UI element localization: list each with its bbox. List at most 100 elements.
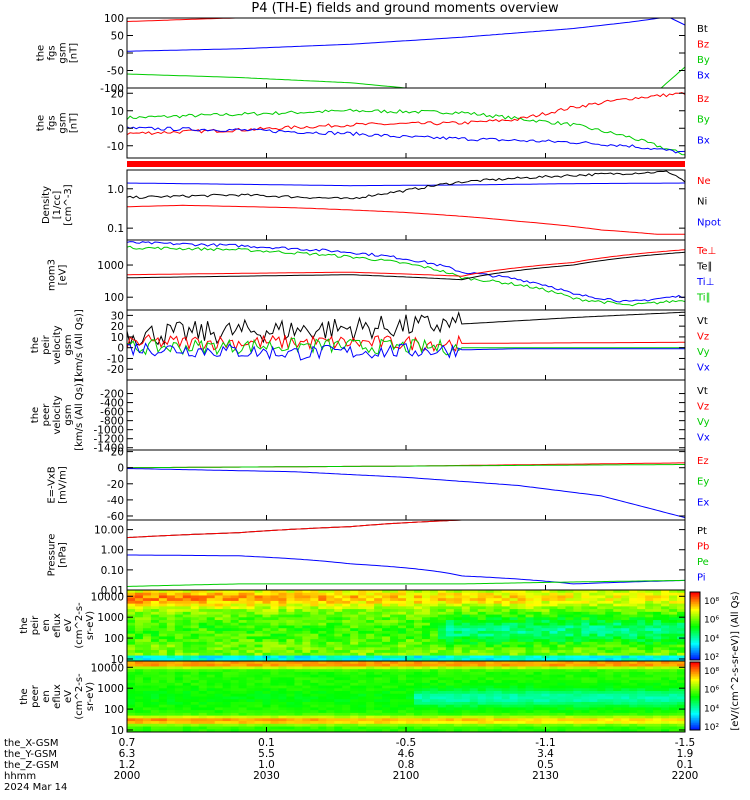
legend-entry: Pi [697, 573, 706, 584]
spectrogram-cell [637, 595, 646, 599]
spectrogram-cell [461, 710, 471, 714]
spectrogram-cell [461, 658, 471, 661]
spectrogram-cell [390, 682, 399, 687]
spectrogram-cell [334, 644, 343, 648]
spectrogram-cell [485, 729, 495, 732]
spectrogram-cell [613, 688, 622, 692]
spectrogram-cell [366, 666, 375, 670]
spectrogram-cell [254, 693, 264, 698]
spectrogram-cell [374, 707, 383, 711]
spectrogram-cell [214, 633, 224, 638]
spectrogram-cell [214, 617, 224, 621]
spectrogram-cell [182, 609, 192, 613]
spectrogram-cell [326, 592, 335, 597]
spectrogram-cell [597, 704, 606, 709]
spectrogram-cell [326, 644, 335, 648]
spectrogram-cell [413, 617, 423, 621]
spectrogram-cell [278, 682, 288, 687]
spectrogram-cell [581, 628, 590, 632]
spectrogram-cell [390, 609, 399, 613]
spectrogram-cell [525, 590, 535, 594]
spectrogram-cell [493, 630, 503, 635]
colorbar-cell [690, 636, 700, 639]
spectrogram-cell [549, 701, 559, 706]
spectrogram-cell [477, 712, 487, 717]
spectrogram-cell [166, 715, 176, 719]
spectrogram-cell [206, 671, 216, 676]
spectrogram-cell [653, 644, 662, 648]
spectrogram-cell [350, 658, 359, 661]
spectrogram-cell [198, 696, 208, 700]
spectrogram-cell [637, 628, 646, 632]
spectrogram-cell [302, 639, 311, 643]
spectrogram-cell [238, 598, 248, 602]
spectrogram-cell [613, 592, 622, 597]
spectrogram-cell [413, 691, 423, 695]
spectrogram-cell [613, 691, 622, 695]
spectrogram-cell [629, 661, 638, 665]
spectrogram-cell [533, 661, 543, 665]
spectrogram-cell [246, 718, 256, 722]
spectrogram-cell [573, 712, 582, 717]
spectrogram-cell [374, 729, 383, 732]
spectrogram-cell [406, 606, 415, 610]
spectrogram-cell [270, 639, 280, 643]
spectrogram-cell [437, 723, 447, 728]
spectrogram-cell [629, 729, 638, 732]
spectrogram-cell [517, 723, 527, 728]
series-group [127, 311, 685, 361]
spectrogram-cell [453, 641, 463, 646]
spectrogram-cell [445, 701, 455, 706]
spectrogram-cell [166, 620, 176, 624]
spectrogram-cell [214, 663, 224, 668]
spectrogram-cell [182, 693, 192, 698]
spectrogram-cell [421, 647, 431, 651]
spectrogram-cell [669, 625, 678, 629]
spectrogram-cell [413, 614, 423, 618]
spectrogram-cell [469, 704, 479, 709]
spectrogram-cell [493, 666, 503, 670]
spectrogram-cell [421, 641, 431, 646]
spectrogram-cell [270, 628, 280, 632]
spectrogram-cell [613, 614, 622, 618]
spectrogram-cell [134, 688, 144, 692]
x-tick-label: 2000 [114, 770, 141, 782]
spectrogram-cell [461, 647, 471, 651]
spectrogram-cell [350, 682, 359, 687]
spectrogram-cell [629, 636, 638, 640]
spectrogram-cell [557, 680, 567, 684]
spectrogram-cell [669, 611, 678, 616]
spectrogram-cell [190, 655, 200, 659]
spectrogram-cell [366, 655, 375, 659]
spectrogram-cell [254, 726, 264, 730]
spectrogram-cell [214, 704, 224, 709]
spectrogram-cell [374, 658, 383, 661]
spectrogram-cell [669, 614, 678, 618]
spectrogram-cell [238, 633, 248, 638]
spectrogram-cell [565, 620, 574, 624]
spectrogram-cell [485, 671, 495, 676]
spectrogram-cell [350, 655, 359, 659]
spectrogram-cell [469, 712, 479, 717]
spectrogram-cell [262, 696, 272, 700]
spectrogram-cell [166, 658, 176, 661]
spectrogram-cell [453, 620, 463, 624]
colorbar-tick: 10⁶ [704, 616, 719, 626]
y-axis-label: en [41, 690, 52, 703]
spectrogram-cell [621, 693, 630, 698]
spectrogram-cell [453, 712, 463, 717]
spectrogram-cell [677, 658, 685, 661]
spectrogram-cell [437, 710, 447, 714]
spectrogram-cell [461, 666, 471, 670]
spectrogram-cell [501, 723, 511, 728]
spectrogram-cell [278, 701, 288, 706]
spectrogram-cell [358, 639, 367, 643]
spectrogram-cell [334, 718, 343, 722]
spectrogram-cell [326, 639, 335, 643]
spectrogram-cell [174, 628, 184, 632]
spectrogram-cell [358, 598, 367, 602]
spectrogram-cell [669, 622, 678, 627]
spectrogram-cell [294, 677, 303, 681]
spectrogram-cell [437, 590, 447, 594]
